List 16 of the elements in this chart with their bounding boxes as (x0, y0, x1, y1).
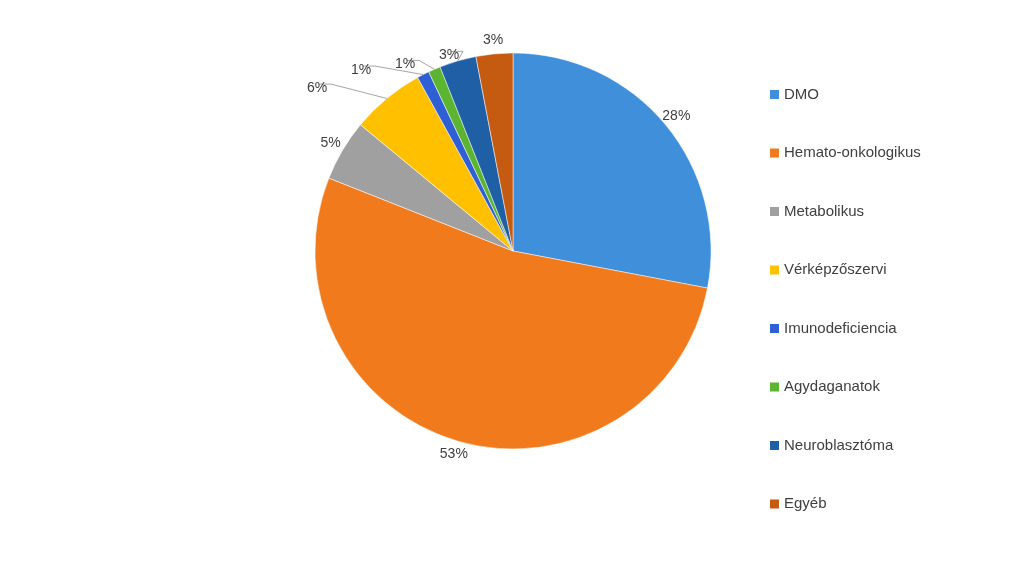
data-label: 3% (482, 30, 504, 47)
data-label: 53% (439, 445, 468, 462)
legend-label: Metabolikus (784, 201, 865, 219)
legend-label: Agydaganatok (784, 377, 881, 395)
legend-label: Imunodeficiencia (784, 318, 898, 336)
legend-label: Vérképzőszervi (784, 260, 887, 278)
data-label: 3% (438, 46, 460, 63)
data-label: 1% (394, 55, 416, 72)
data-label: 5% (320, 133, 341, 150)
legend-label: Egyéb (784, 494, 827, 512)
data-label: 28% (662, 106, 691, 123)
data-label: 6% (306, 78, 328, 95)
data-label: 1% (350, 60, 372, 77)
legend-label: DMO (784, 84, 819, 102)
legend-label: Hemato-onkologikus (784, 143, 921, 161)
legend-label: Neuroblasztóma (784, 435, 894, 453)
